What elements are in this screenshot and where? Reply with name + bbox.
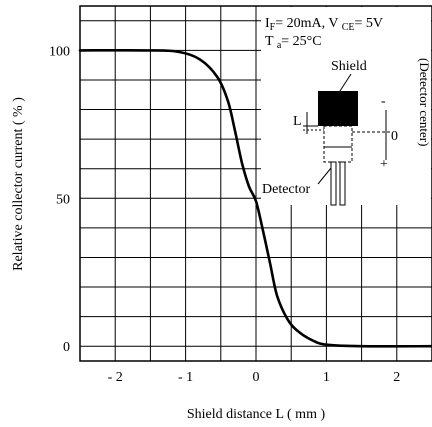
- detector-label: Detector: [262, 182, 311, 197]
- conditions-line-2: T a= 25°C: [265, 34, 322, 51]
- inset-diagram: IF= 20mA, V CE= 5V T a= 25°C Shield L - …: [261, 7, 432, 206]
- x-tick-label: 2: [393, 370, 400, 385]
- y-tick-label: 100: [49, 44, 70, 59]
- shield-leader-line: [339, 73, 352, 92]
- minus-label: -: [381, 94, 386, 109]
- x-tick-label: 1: [323, 370, 330, 385]
- y-tick-labels: 0 50 100: [49, 44, 70, 355]
- plot-frame: [79, 5, 432, 362]
- y-axis-label: Relative collector current ( % ): [11, 97, 26, 271]
- detector-leader-line: [317, 167, 332, 185]
- detector-lead-left: [330, 161, 337, 206]
- L-label: L: [293, 114, 302, 129]
- y-tick-label: 0: [63, 340, 70, 355]
- detector-center-label: (Detector center): [417, 58, 432, 146]
- series-line-0: [78, 48, 432, 348]
- conditions-line-1: IF= 20mA, V CE= 5V: [265, 16, 383, 33]
- x-axis-label: Shield distance L ( mm ): [187, 407, 326, 422]
- zero-label: 0: [391, 129, 398, 144]
- x-tick-label: 0: [253, 370, 260, 385]
- x-tick-label: - 1: [178, 370, 193, 385]
- shield-icon: [318, 91, 358, 126]
- plus-label: +: [380, 157, 388, 172]
- detector-body-icon: [323, 125, 353, 163]
- x-tick-label: - 2: [108, 370, 123, 385]
- x-tick-labels: - 2 - 1 0 1 2: [108, 370, 401, 385]
- detector-lead-right: [339, 161, 346, 206]
- y-tick-label: 50: [56, 192, 70, 207]
- shield-label: Shield: [331, 59, 367, 74]
